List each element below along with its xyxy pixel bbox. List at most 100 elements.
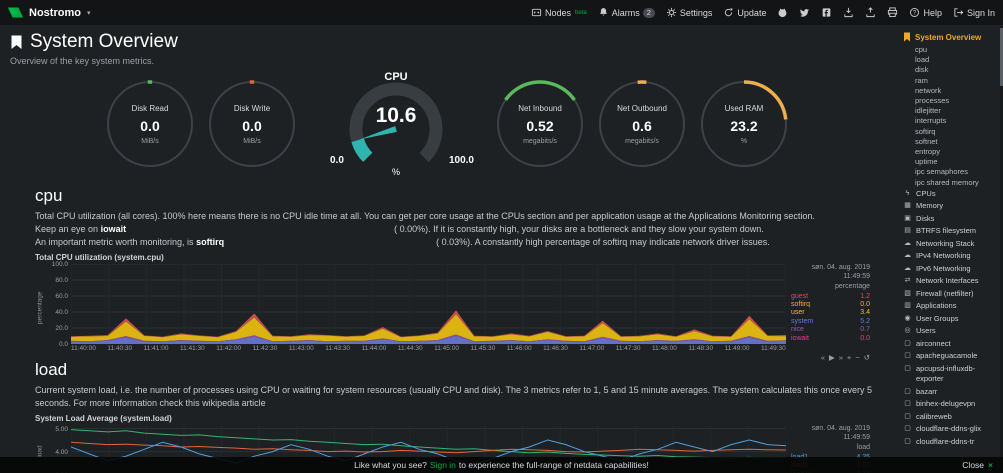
github-icon[interactable] bbox=[777, 7, 788, 18]
sidebar-subitem-entropy[interactable]: entropy bbox=[915, 147, 941, 157]
container-icon: ▢ bbox=[904, 352, 911, 360]
gauge-disk-read[interactable]: Disk Read 0.0 MiB/s bbox=[106, 80, 194, 168]
sidebar-item-system-overview[interactable]: System Overview bbox=[903, 32, 999, 42]
sidebar-subitem-softirq[interactable]: softirq bbox=[915, 126, 936, 136]
series-load1 bbox=[71, 439, 786, 467]
disk-icon: ▣ bbox=[904, 214, 911, 222]
nodes-button[interactable]: Nodes beta bbox=[531, 7, 587, 18]
container-icon: ▢ bbox=[904, 425, 911, 433]
sidebar-item-users[interactable]: ◎ Users bbox=[904, 326, 936, 336]
sidebar-subitem-cpu[interactable]: cpu bbox=[915, 45, 928, 54]
sidebar-item-cloudflare-ddns-glix[interactable]: ▢ cloudflare-ddns-glix bbox=[904, 424, 982, 434]
scrollbar-thumb[interactable] bbox=[1000, 28, 1003, 86]
cloud-icon: ☁ bbox=[904, 252, 911, 260]
export-snapshot-icon[interactable] bbox=[865, 7, 876, 18]
sidebar-item-cpus[interactable]: ϟ CPUs bbox=[903, 188, 999, 201]
node-name[interactable]: Nostromo bbox=[29, 6, 81, 19]
sidebar-item-binhex-delugevpn[interactable]: ▢ binhex-delugevpn bbox=[904, 399, 976, 409]
cpu-plot[interactable] bbox=[71, 264, 786, 345]
bookmark-icon bbox=[904, 32, 910, 42]
play-icon[interactable]: ▶ bbox=[828, 353, 835, 363]
import-snapshot-icon[interactable] bbox=[843, 7, 854, 18]
sidebar-item-ipv6-networking[interactable]: ☁ IPv6 Networking bbox=[904, 263, 971, 273]
twitter-icon[interactable] bbox=[799, 7, 810, 18]
container-icon: ▢ bbox=[904, 412, 911, 420]
help-button[interactable]: ? Help bbox=[909, 7, 942, 18]
sidebar-subitem-ipc-semaphores[interactable]: ipc semaphores bbox=[915, 167, 968, 177]
legend-row-softirq[interactable]: softirq 0.0 bbox=[791, 301, 870, 309]
softirq-sparkline[interactable] bbox=[224, 243, 436, 245]
sidebar-item-apcupsd-influxdb-exporter[interactable]: ▢ apcupsd-influxdb-exporter bbox=[904, 363, 976, 384]
sidebar-item-applications[interactable]: ▥ Applications bbox=[904, 301, 957, 311]
sidebar-subitem-disk[interactable]: disk bbox=[915, 65, 929, 75]
pan-backward-icon[interactable]: « bbox=[820, 353, 825, 363]
netdata-logo-icon[interactable] bbox=[8, 6, 23, 19]
sidebar-item-memory[interactable]: ▦ Memory bbox=[904, 201, 944, 211]
series-softirq bbox=[71, 314, 786, 338]
gauge-cpu[interactable]: CPU 10.6 0.0 100.0 % bbox=[318, 71, 474, 177]
zoom-out-icon[interactable]: − bbox=[855, 353, 860, 363]
alarms-button[interactable]: Alarms 2 bbox=[598, 7, 655, 18]
gauge-used-ram[interactable]: Used RAM 23.2% bbox=[700, 80, 788, 168]
cpu-chart[interactable]: Total CPU utilization (system.cpu) perce… bbox=[35, 253, 883, 362]
sidebar-subitem-network[interactable]: network bbox=[915, 85, 942, 95]
container-icon: ▢ bbox=[904, 387, 911, 395]
sidebar-sections: ϟ CPUs ▦ Memory ▣ Disks ▤ BTRFS filesystem ☁ Netw… bbox=[903, 188, 999, 449]
legend-row-nice[interactable]: nice 0.7 bbox=[791, 326, 870, 334]
banner-close-button[interactable]: Close × bbox=[962, 460, 993, 470]
sidebar-subitem-softnet[interactable]: softnet bbox=[915, 136, 938, 146]
user-groups-icon: ◉ bbox=[904, 314, 911, 322]
cpu-heading: cpu bbox=[35, 186, 63, 205]
sidebar-item-apacheguacamole[interactable]: ▢ apacheguacamole bbox=[904, 351, 978, 361]
applications-icon: ▥ bbox=[904, 302, 911, 310]
gauge-net-outbound[interactable]: Net Outbound 0.6 megabits/s bbox=[598, 80, 686, 168]
cpu-legend-rows: guest 1.2 softirq 0.0 user 3.4 system 5.2 nice 0.… bbox=[791, 293, 870, 343]
settings-button[interactable]: Settings bbox=[666, 7, 712, 18]
sidebar-subitem-ipc-shared-memory[interactable]: ipc shared memory bbox=[915, 177, 979, 187]
pan-forward-icon[interactable]: » bbox=[838, 353, 843, 363]
page-scrollbar[interactable] bbox=[1000, 26, 1003, 472]
facebook-icon[interactable] bbox=[821, 7, 832, 18]
series-iowait bbox=[71, 310, 786, 337]
sidebar-item-firewall-netfilter-[interactable]: ▧ Firewall (netfilter) bbox=[904, 288, 974, 298]
sidebar-item-networking-stack[interactable]: ☁ Networking Stack bbox=[904, 238, 975, 248]
chevron-down-icon[interactable]: ▾ bbox=[86, 9, 91, 17]
reset-zoom-icon[interactable]: ↺ bbox=[863, 353, 870, 363]
legend-row-guest[interactable]: guest 1.2 bbox=[791, 292, 870, 300]
sidebar-submenu: cpu load disk ram network processes idlejitter… bbox=[903, 45, 999, 188]
sidebar-subitem-load[interactable]: load bbox=[915, 55, 930, 65]
sidebar-item-user-groups[interactable]: ◉ User Groups bbox=[904, 313, 959, 323]
sidebar-item-disks[interactable]: ▣ Disks bbox=[904, 213, 935, 223]
cpu-legend-time: 11:49:59 bbox=[843, 272, 870, 280]
load-chart-title: System Load Average (system.load) bbox=[35, 414, 172, 424]
sidebar-subitem-idlejitter[interactable]: idlejitter bbox=[915, 106, 941, 116]
zoom-in-icon[interactable]: + bbox=[846, 353, 852, 363]
sidebar-item-btrfs-filesystem[interactable]: ▤ BTRFS filesystem bbox=[904, 226, 977, 236]
update-button[interactable]: Update bbox=[723, 7, 766, 18]
signin-link[interactable]: Sign in bbox=[429, 460, 456, 470]
sidebar-subitem-processes[interactable]: processes bbox=[915, 96, 950, 106]
sidebar-item-airconnect[interactable]: ▢ airconnect bbox=[904, 338, 951, 348]
page-subtitle: Overview of the key system metrics. bbox=[10, 56, 155, 66]
iowait-sparkline[interactable] bbox=[126, 230, 394, 232]
sidebar-item-cloudflare-ddns-tr[interactable]: ▢ cloudflare-ddns-tr bbox=[904, 436, 975, 446]
series-user bbox=[71, 314, 786, 342]
sidebar-item-network-interfaces[interactable]: ⇄ Network Interfaces bbox=[904, 276, 979, 286]
sidebar-subitem-ram[interactable]: ram bbox=[915, 75, 928, 85]
cpu-section: cpu Total CPU utilization (all cores). 1… bbox=[35, 186, 883, 362]
topbar-nav: Nodes beta Alarms 2 Settings Update bbox=[531, 7, 995, 18]
sidebar-subitem-uptime[interactable]: uptime bbox=[915, 157, 938, 167]
legend-row-user[interactable]: user 3.4 bbox=[791, 309, 870, 317]
print-icon[interactable] bbox=[887, 7, 898, 18]
gauge-disk-write[interactable]: Disk Write 0.0 MiB/s bbox=[208, 80, 296, 168]
sidebar-item-calibreweb[interactable]: ▢ calibreweb bbox=[904, 411, 952, 421]
beta-badge: beta bbox=[575, 9, 587, 16]
sidebar-subitem-interrupts[interactable]: interrupts bbox=[915, 116, 947, 126]
gauge-net-inbound[interactable]: Net Inbound 0.52 megabits/s bbox=[496, 80, 584, 168]
sidebar-item-bazarr[interactable]: ▢ bazarr bbox=[904, 386, 938, 396]
legend-row-iowait[interactable]: iowait 0.0 bbox=[791, 334, 870, 342]
refresh-icon bbox=[725, 8, 734, 17]
signin-button[interactable]: Sign In bbox=[953, 7, 995, 18]
legend-row-system[interactable]: system 5.2 bbox=[791, 317, 870, 325]
sidebar-item-ipv4-networking[interactable]: ☁ IPv4 Networking bbox=[904, 251, 971, 261]
